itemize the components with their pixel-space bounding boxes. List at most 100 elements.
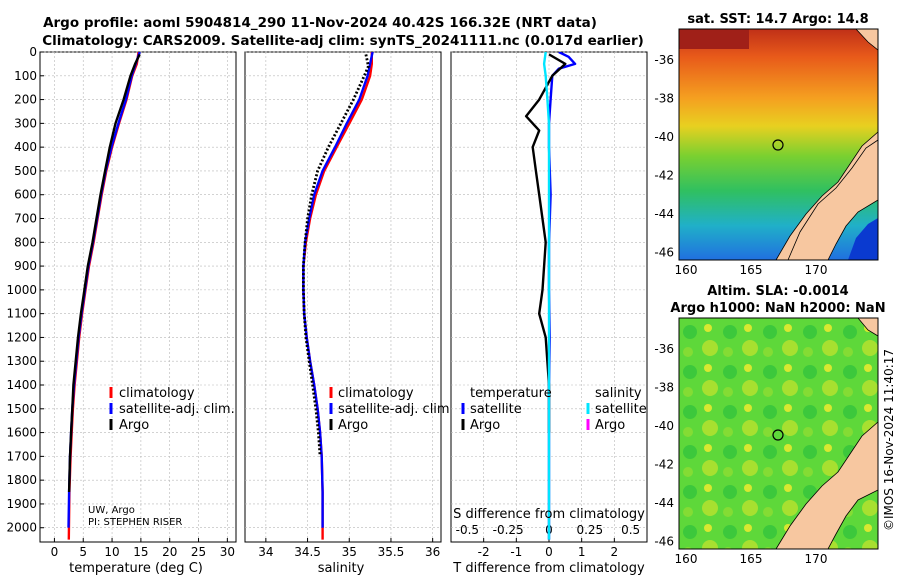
sla-map-ticks: 160 165 170 -36 -38 -40 -42 -44 -46 bbox=[654, 342, 827, 566]
depth-axis-ticks: 0 100 200 300 400 500 600 700 800 900 1000 1100 1200… bbox=[6, 45, 44, 535]
y-tick-label: 1400 bbox=[6, 378, 37, 392]
y-tick-label: 1100 bbox=[6, 307, 37, 321]
x-tick-label: 35 bbox=[342, 545, 357, 559]
temperature-lines bbox=[67, 52, 141, 540]
y-tick-label: 0 bbox=[29, 45, 37, 59]
y-tick-label: 600 bbox=[14, 188, 37, 202]
sst-map: sat. SST: 14.7 Argo: 14.8 160 165 170 -36 -3… bbox=[654, 12, 879, 277]
x-tick-label: 0 bbox=[51, 545, 59, 559]
legend-label-t-satellite: satellite bbox=[470, 402, 522, 417]
map-y-tick-label: -40 bbox=[654, 419, 674, 433]
legend-header-temperature: temperature bbox=[470, 386, 552, 401]
imos-credit: ©IMOS 16-Nov-2024 11:40:17 bbox=[882, 349, 896, 531]
s-tick-label: 0.25 bbox=[576, 523, 603, 537]
map-y-tick-label: -38 bbox=[654, 381, 674, 395]
map-x-tick-label: 170 bbox=[805, 552, 828, 566]
map-y-tick-label: -36 bbox=[654, 53, 674, 67]
legend-label-satellite-adj: satellite-adj. clim. bbox=[119, 402, 235, 417]
series-s-satellite bbox=[542, 52, 551, 540]
s-tick-label: -0.25 bbox=[493, 523, 524, 537]
sst-deep-water bbox=[848, 218, 878, 260]
y-tick-label: 100 bbox=[14, 69, 37, 83]
x-tick-label: 25 bbox=[191, 545, 206, 559]
x-tick-label: 36 bbox=[425, 545, 440, 559]
sla-map-title-line2: Argo h1000: NaN h2000: NaN bbox=[670, 301, 885, 316]
sst-coast-contour bbox=[787, 139, 879, 261]
temperature-axis-ticks: 0 5 10 15 20 25 30 bbox=[51, 538, 235, 559]
sst-warm-patch bbox=[679, 29, 749, 49]
salinity-legend: climatology satellite-adj. clim. Argo bbox=[329, 386, 454, 433]
map-x-tick-label: 170 bbox=[805, 263, 828, 277]
s-tick-label: -0.5 bbox=[456, 523, 479, 537]
map-y-tick-label: -38 bbox=[654, 92, 674, 106]
map-y-tick-label: -40 bbox=[654, 130, 674, 144]
x-tick-label: 1 bbox=[578, 545, 586, 559]
difference-panel: -2 -1 0 1 2 -0.5 -0.25 0 0.25 0.5 T difference f… bbox=[450, 51, 648, 576]
sla-map-frame bbox=[678, 317, 879, 550]
sla-land bbox=[775, 421, 879, 550]
temperature-panel: 0100200300400500600700800900100011001200… bbox=[6, 45, 237, 576]
legend-header-salinity: salinity bbox=[595, 386, 642, 401]
legend-label-t-argo: Argo bbox=[470, 418, 500, 433]
series-t-argo bbox=[524, 53, 567, 433]
difference-legend: temperature satellite Argo salinity sate… bbox=[461, 386, 647, 433]
y-tick-label: 800 bbox=[14, 235, 37, 249]
legend-label-satellite-adj: satellite-adj. clim. bbox=[338, 402, 454, 417]
y-tick-label: 300 bbox=[14, 116, 37, 130]
figure-title-line1: Argo profile: aoml 5904814_290 11-Nov-20… bbox=[43, 15, 597, 31]
y-tick-label: 1700 bbox=[6, 449, 37, 463]
map-y-tick-label: -46 bbox=[654, 535, 674, 549]
s-difference-axis-ticks: -0.5 -0.25 0 0.25 0.5 bbox=[456, 523, 641, 537]
s-difference-label: S difference from climatology bbox=[453, 507, 645, 522]
salinity-panel: 34 34.5 35 35.5 36 salinity climatology sate… bbox=[244, 51, 454, 576]
float-owner-annotation: UW, Argo bbox=[88, 505, 135, 516]
legend-label-climatology: climatology bbox=[119, 386, 195, 401]
y-tick-label: 1200 bbox=[6, 330, 37, 344]
y-tick-label: 1000 bbox=[6, 283, 37, 297]
y-tick-label: 1800 bbox=[6, 473, 37, 487]
map-y-tick-label: -42 bbox=[654, 169, 674, 183]
sla-field bbox=[679, 318, 878, 549]
legend-label-argo: Argo bbox=[119, 418, 149, 433]
y-tick-label: 1500 bbox=[6, 402, 37, 416]
x-tick-label: -2 bbox=[478, 545, 490, 559]
sst-float-marker bbox=[772, 139, 784, 151]
temperature-legend: climatology satellite-adj. clim. Argo bbox=[109, 386, 235, 433]
sla-map: Altim. SLA: -0.0014 Argo h1000: NaN h200… bbox=[654, 284, 885, 566]
sla-float-marker bbox=[772, 429, 784, 441]
x-tick-label: 20 bbox=[162, 545, 177, 559]
sst-map-ticks: 160 165 170 -36 -38 -40 -42 -44 -46 bbox=[654, 53, 827, 277]
temperature-xlabel: temperature (deg C) bbox=[69, 561, 203, 576]
y-tick-label: 400 bbox=[14, 140, 37, 154]
x-tick-label: 10 bbox=[104, 545, 119, 559]
y-tick-label: 200 bbox=[14, 93, 37, 107]
difference-lines bbox=[524, 52, 577, 540]
x-tick-label: -1 bbox=[510, 545, 522, 559]
t-difference-xlabel: T difference from climatology bbox=[452, 561, 645, 576]
map-y-tick-label: -36 bbox=[654, 342, 674, 356]
map-y-tick-label: -42 bbox=[654, 458, 674, 472]
x-tick-label: 5 bbox=[79, 545, 87, 559]
legend-label-climatology: climatology bbox=[338, 386, 414, 401]
map-y-tick-label: -44 bbox=[654, 496, 674, 510]
x-tick-label: 34 bbox=[258, 545, 273, 559]
temperature-axes-frame bbox=[39, 51, 237, 543]
series-argo bbox=[301, 54, 370, 457]
legend-label-s-argo: Argo bbox=[595, 418, 625, 433]
sst-map-title: sat. SST: 14.7 Argo: 14.8 bbox=[687, 12, 868, 27]
salinity-xlabel: salinity bbox=[318, 561, 365, 576]
map-x-tick-label: 165 bbox=[740, 552, 763, 566]
map-y-tick-label: -44 bbox=[654, 207, 674, 221]
y-tick-label: 1600 bbox=[6, 426, 37, 440]
figure-title-line2: Climatology: CARS2009. Satellite-adj cli… bbox=[42, 33, 644, 49]
y-tick-label: 1300 bbox=[6, 354, 37, 368]
pi-annotation: PI: STEPHEN RISER bbox=[88, 517, 182, 528]
salinity-axis-ticks: 34 34.5 35 35.5 36 bbox=[258, 538, 440, 559]
map-y-tick-label: -46 bbox=[654, 246, 674, 260]
y-tick-label: 2000 bbox=[6, 521, 37, 535]
y-tick-label: 500 bbox=[14, 164, 37, 178]
map-x-tick-label: 165 bbox=[740, 263, 763, 277]
x-tick-label: 2 bbox=[611, 545, 619, 559]
x-tick-label: 30 bbox=[220, 545, 235, 559]
